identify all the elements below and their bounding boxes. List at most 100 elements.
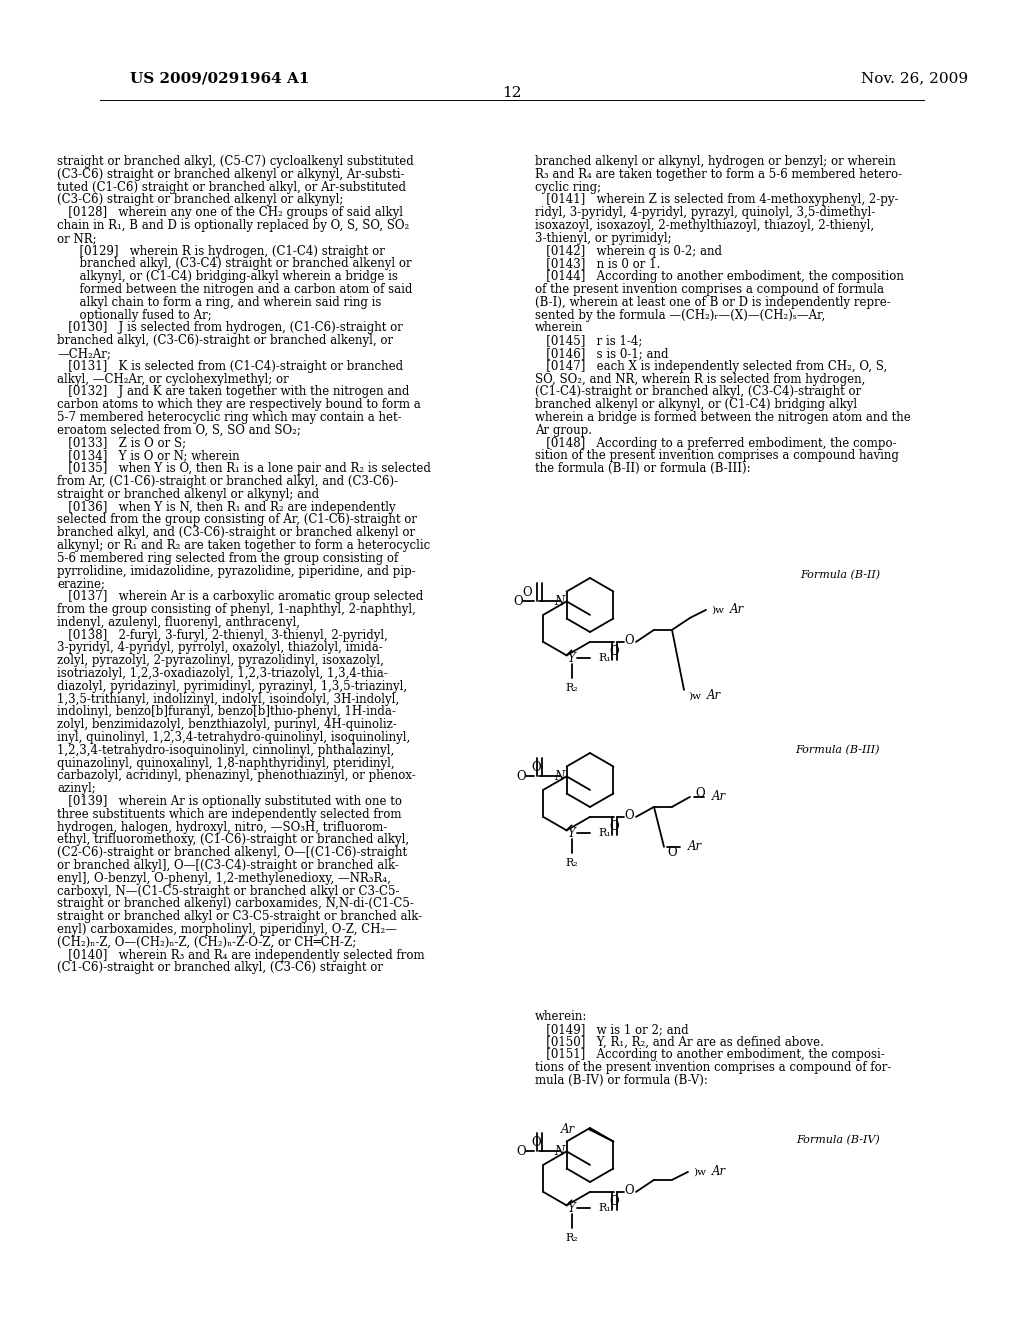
Text: [0136]   when Y is N, then R₁ and R₂ are independently: [0136] when Y is N, then R₁ and R₂ are i…: [57, 500, 395, 513]
Text: isotriazolyl, 1,2,3-oxadiazolyl, 1,2,3-triazolyl, 1,3,4-thia-: isotriazolyl, 1,2,3-oxadiazolyl, 1,2,3-t…: [57, 667, 388, 680]
Text: Ar group.: Ar group.: [535, 424, 592, 437]
Text: cyclic ring;: cyclic ring;: [535, 181, 601, 194]
Text: [0145]   r is 1-4;: [0145] r is 1-4;: [535, 334, 642, 347]
Text: inyl, quinolinyl, 1,2,3,4-tetrahydro-quinolinyl, isoquinolinyl,: inyl, quinolinyl, 1,2,3,4-tetrahydro-qui…: [57, 731, 411, 744]
Text: Nov. 26, 2009: Nov. 26, 2009: [861, 71, 968, 84]
Text: [0146]   s is 0-1; and: [0146] s is 0-1; and: [535, 347, 669, 360]
Text: [0140]   wherein R₃ and R₄ are independently selected from: [0140] wherein R₃ and R₄ are independent…: [57, 949, 425, 961]
Text: pyrrolidine, imidazolidine, pyrazolidine, piperidine, and pip-: pyrrolidine, imidazolidine, pyrazolidine…: [57, 565, 416, 578]
Text: wherein a bridge is formed between the nitrogen atom and the: wherein a bridge is formed between the n…: [535, 411, 910, 424]
Text: R₁: R₁: [599, 1204, 611, 1213]
Text: Y: Y: [567, 826, 575, 840]
Text: O: O: [609, 645, 618, 659]
Text: formed between the nitrogen and a carbon atom of said: formed between the nitrogen and a carbon…: [57, 282, 413, 296]
Text: quinazolinyl, quinoxalinyl, 1,8-naphthyridinyl, pteridinyl,: quinazolinyl, quinoxalinyl, 1,8-naphthyr…: [57, 756, 394, 770]
Text: ethyl, trifluoromethoxy, (C1-C6)-straight or branched alkyl,: ethyl, trifluoromethoxy, (C1-C6)-straigh…: [57, 833, 410, 846]
Text: O: O: [531, 760, 542, 774]
Text: 1,2,3,4-tetrahydro-isoquinolinyl, cinnolinyl, phthalazinyl,: 1,2,3,4-tetrahydro-isoquinolinyl, cinnol…: [57, 743, 394, 756]
Text: [0138]   2-furyl, 3-furyl, 2-thienyl, 3-thienyl, 2-pyridyl,: [0138] 2-furyl, 3-furyl, 2-thienyl, 3-th…: [57, 628, 388, 642]
Text: O: O: [514, 595, 523, 609]
Text: [0144]   According to another embodiment, the composition: [0144] According to another embodiment, …: [535, 271, 904, 284]
Text: Ar: Ar: [730, 603, 744, 616]
Text: )w: )w: [711, 606, 724, 614]
Text: isoxazoyl, isoxazoyl, 2-methylthiazoyl, thiazoyl, 2-thienyl,: isoxazoyl, isoxazoyl, 2-methylthiazoyl, …: [535, 219, 874, 232]
Text: Formula (B-II): Formula (B-II): [800, 570, 880, 581]
Text: [0129]   wherein R is hydrogen, (C1-C4) straight or: [0129] wherein R is hydrogen, (C1-C4) st…: [57, 244, 385, 257]
Text: Ar: Ar: [561, 1123, 575, 1137]
Text: R₃ and R₄ are taken together to form a 5-6 membered hetero-: R₃ and R₄ are taken together to form a 5…: [535, 168, 902, 181]
Text: eroatom selected from O, S, SO and SO₂;: eroatom selected from O, S, SO and SO₂;: [57, 424, 301, 437]
Text: mula (B-IV) or formula (B-V):: mula (B-IV) or formula (B-V):: [535, 1074, 708, 1086]
Text: azinyl;: azinyl;: [57, 783, 96, 795]
Text: [0141]   wherein Z is selected from 4-methoxyphenyl, 2-py-: [0141] wherein Z is selected from 4-meth…: [535, 194, 898, 206]
Text: O: O: [609, 1196, 618, 1208]
Text: diazolyl, pyridazinyl, pyrimidinyl, pyrazinyl, 1,3,5-triazinyl,: diazolyl, pyridazinyl, pyrimidinyl, pyra…: [57, 680, 408, 693]
Text: R₁: R₁: [599, 653, 611, 664]
Text: wherein:: wherein:: [535, 1010, 588, 1023]
Text: from the group consisting of phenyl, 1-naphthyl, 2-naphthyl,: from the group consisting of phenyl, 1-n…: [57, 603, 416, 616]
Text: (C2-C6)-straight or branched alkenyl, O—[(C1-C6)-straight: (C2-C6)-straight or branched alkenyl, O—…: [57, 846, 408, 859]
Text: O: O: [523, 586, 532, 599]
Text: [0133]   Z is O or S;: [0133] Z is O or S;: [57, 437, 186, 450]
Text: Ar: Ar: [688, 841, 702, 854]
Text: of the present invention comprises a compound of formula: of the present invention comprises a com…: [535, 282, 884, 296]
Text: R₂: R₂: [565, 1233, 578, 1243]
Text: O: O: [695, 788, 705, 800]
Text: O: O: [609, 821, 618, 833]
Text: US 2009/0291964 A1: US 2009/0291964 A1: [130, 71, 309, 84]
Text: straight or branched alkyl, (C5-C7) cycloalkenyl substituted: straight or branched alkyl, (C5-C7) cycl…: [57, 154, 414, 168]
Text: 1,3,5-trithianyl, indolizinyl, indolyl, isoindolyl, 3H-indolyl,: 1,3,5-trithianyl, indolizinyl, indolyl, …: [57, 693, 399, 706]
Text: branched alkenyl or alkynyl, or (C1-C4) bridging alkyl: branched alkenyl or alkynyl, or (C1-C4) …: [535, 399, 857, 412]
Text: (C1-C6)-straight or branched alkyl, (C3-C6) straight or: (C1-C6)-straight or branched alkyl, (C3-…: [57, 961, 383, 974]
Text: O: O: [625, 809, 634, 822]
Text: sented by the formula —(CH₂)ᵣ—(X)—(CH₂)ₛ—Ar,: sented by the formula —(CH₂)ᵣ—(X)—(CH₂)ₛ…: [535, 309, 825, 322]
Text: from Ar, (C1-C6)-straight or branched alkyl, and (C3-C6)-: from Ar, (C1-C6)-straight or branched al…: [57, 475, 398, 488]
Text: (B-I), wherein at least one of B or D is independently repre-: (B-I), wherein at least one of B or D is…: [535, 296, 891, 309]
Text: [0132]   J and K are taken together with the nitrogen and: [0132] J and K are taken together with t…: [57, 385, 410, 399]
Text: indolinyl, benzo[b]furanyl, benzo[b]thio-phenyl, 1H-inda-: indolinyl, benzo[b]furanyl, benzo[b]thio…: [57, 705, 396, 718]
Text: [0143]   n is 0 or 1.: [0143] n is 0 or 1.: [535, 257, 660, 271]
Text: alkynyl, or (C1-C4) bridging-alkyl wherein a bridge is: alkynyl, or (C1-C4) bridging-alkyl where…: [57, 271, 398, 284]
Text: zolyl, benzimidazolyl, benzthiazolyl, purinyl, 4H-quinoliz-: zolyl, benzimidazolyl, benzthiazolyl, pu…: [57, 718, 396, 731]
Text: N: N: [554, 595, 565, 609]
Text: or branched alkyl], O—[(C3-C4)-straight or branched alk-: or branched alkyl], O—[(C3-C4)-straight …: [57, 859, 399, 873]
Text: Y: Y: [567, 652, 575, 665]
Text: or NR;: or NR;: [57, 232, 96, 244]
Text: Ar: Ar: [712, 1166, 726, 1179]
Text: branched alkyl, and (C3-C6)-straight or branched alkenyl or: branched alkyl, and (C3-C6)-straight or …: [57, 527, 415, 539]
Text: 3-pyridyl, 4-pyridyl, pyrrolyl, oxazolyl, thiazolyl, imida-: 3-pyridyl, 4-pyridyl, pyrrolyl, oxazolyl…: [57, 642, 383, 655]
Text: three substituents which are independently selected from: three substituents which are independent…: [57, 808, 401, 821]
Text: wherein: wherein: [535, 321, 584, 334]
Text: tuted (C1-C6) straight or branched alkyl, or Ar-substituted: tuted (C1-C6) straight or branched alkyl…: [57, 181, 406, 194]
Text: selected from the group consisting of Ar, (C1-C6)-straight or: selected from the group consisting of Ar…: [57, 513, 417, 527]
Text: O: O: [625, 1184, 634, 1197]
Text: Formula (B-IV): Formula (B-IV): [797, 1135, 880, 1146]
Text: straight or branched alkenyl) carboxamides, N,N-di-(C1-C5-: straight or branched alkenyl) carboxamid…: [57, 898, 414, 911]
Text: alkyl, —CH₂Ar, or cyclohexylmethyl; or: alkyl, —CH₂Ar, or cyclohexylmethyl; or: [57, 372, 289, 385]
Text: N: N: [554, 1144, 565, 1158]
Text: carboxyl, N—(C1-C5-straight or branched alkyl or C3-C5-: carboxyl, N—(C1-C5-straight or branched …: [57, 884, 399, 898]
Text: [0130]   J is selected from hydrogen, (C1-C6)-straight or: [0130] J is selected from hydrogen, (C1-…: [57, 321, 402, 334]
Text: [0134]   Y is O or N; wherein: [0134] Y is O or N; wherein: [57, 449, 240, 462]
Text: enyl], O-benzyl, O-phenyl, 1,2-methylenedioxy, —NR₃R₄,: enyl], O-benzyl, O-phenyl, 1,2-methylene…: [57, 871, 391, 884]
Text: alkynyl; or R₁ and R₂ are taken together to form a heterocyclic: alkynyl; or R₁ and R₂ are taken together…: [57, 539, 430, 552]
Text: optionally fused to Ar;: optionally fused to Ar;: [57, 309, 212, 322]
Text: R₂: R₂: [565, 858, 578, 869]
Text: [0149]   w is 1 or 2; and: [0149] w is 1 or 2; and: [535, 1023, 688, 1036]
Text: O: O: [517, 1144, 526, 1158]
Text: ridyl, 3-pyridyl, 4-pyridyl, pyrazyl, quinolyl, 3,5-dimethyl-: ridyl, 3-pyridyl, 4-pyridyl, pyrazyl, qu…: [535, 206, 876, 219]
Text: [0135]   when Y is O, then R₁ is a lone pair and R₂ is selected: [0135] when Y is O, then R₁ is a lone pa…: [57, 462, 431, 475]
Text: N: N: [554, 770, 565, 783]
Text: alkyl chain to form a ring, and wherein said ring is: alkyl chain to form a ring, and wherein …: [57, 296, 381, 309]
Text: branched alkyl, (C3-C4) straight or branched alkenyl or: branched alkyl, (C3-C4) straight or bran…: [57, 257, 412, 271]
Text: [0148]   According to a preferred embodiment, the compo-: [0148] According to a preferred embodime…: [535, 437, 897, 450]
Text: (CH₂)ₙ-Z, O—(CH₂)ₙ-Z, (CH₂)ₙ-Z-O-Z, or CH═CH-Z;: (CH₂)ₙ-Z, O—(CH₂)ₙ-Z, (CH₂)ₙ-Z-O-Z, or C…: [57, 936, 356, 949]
Text: (C3-C6) straight or branched alkenyl or alkynyl;: (C3-C6) straight or branched alkenyl or …: [57, 194, 343, 206]
Text: O: O: [667, 846, 677, 859]
Text: )w: )w: [688, 692, 701, 701]
Text: )w: )w: [693, 1167, 706, 1176]
Text: carbazolyl, acridinyl, phenazinyl, phenothiazinyl, or phenox-: carbazolyl, acridinyl, phenazinyl, pheno…: [57, 770, 416, 783]
Text: 5-7 membered heterocyclic ring which may contain a het-: 5-7 membered heterocyclic ring which may…: [57, 411, 401, 424]
Text: branched alkyl, (C3-C6)-straight or branched alkenyl, or: branched alkyl, (C3-C6)-straight or bran…: [57, 334, 393, 347]
Text: SO, SO₂, and NR, wherein R is selected from hydrogen,: SO, SO₂, and NR, wherein R is selected f…: [535, 372, 865, 385]
